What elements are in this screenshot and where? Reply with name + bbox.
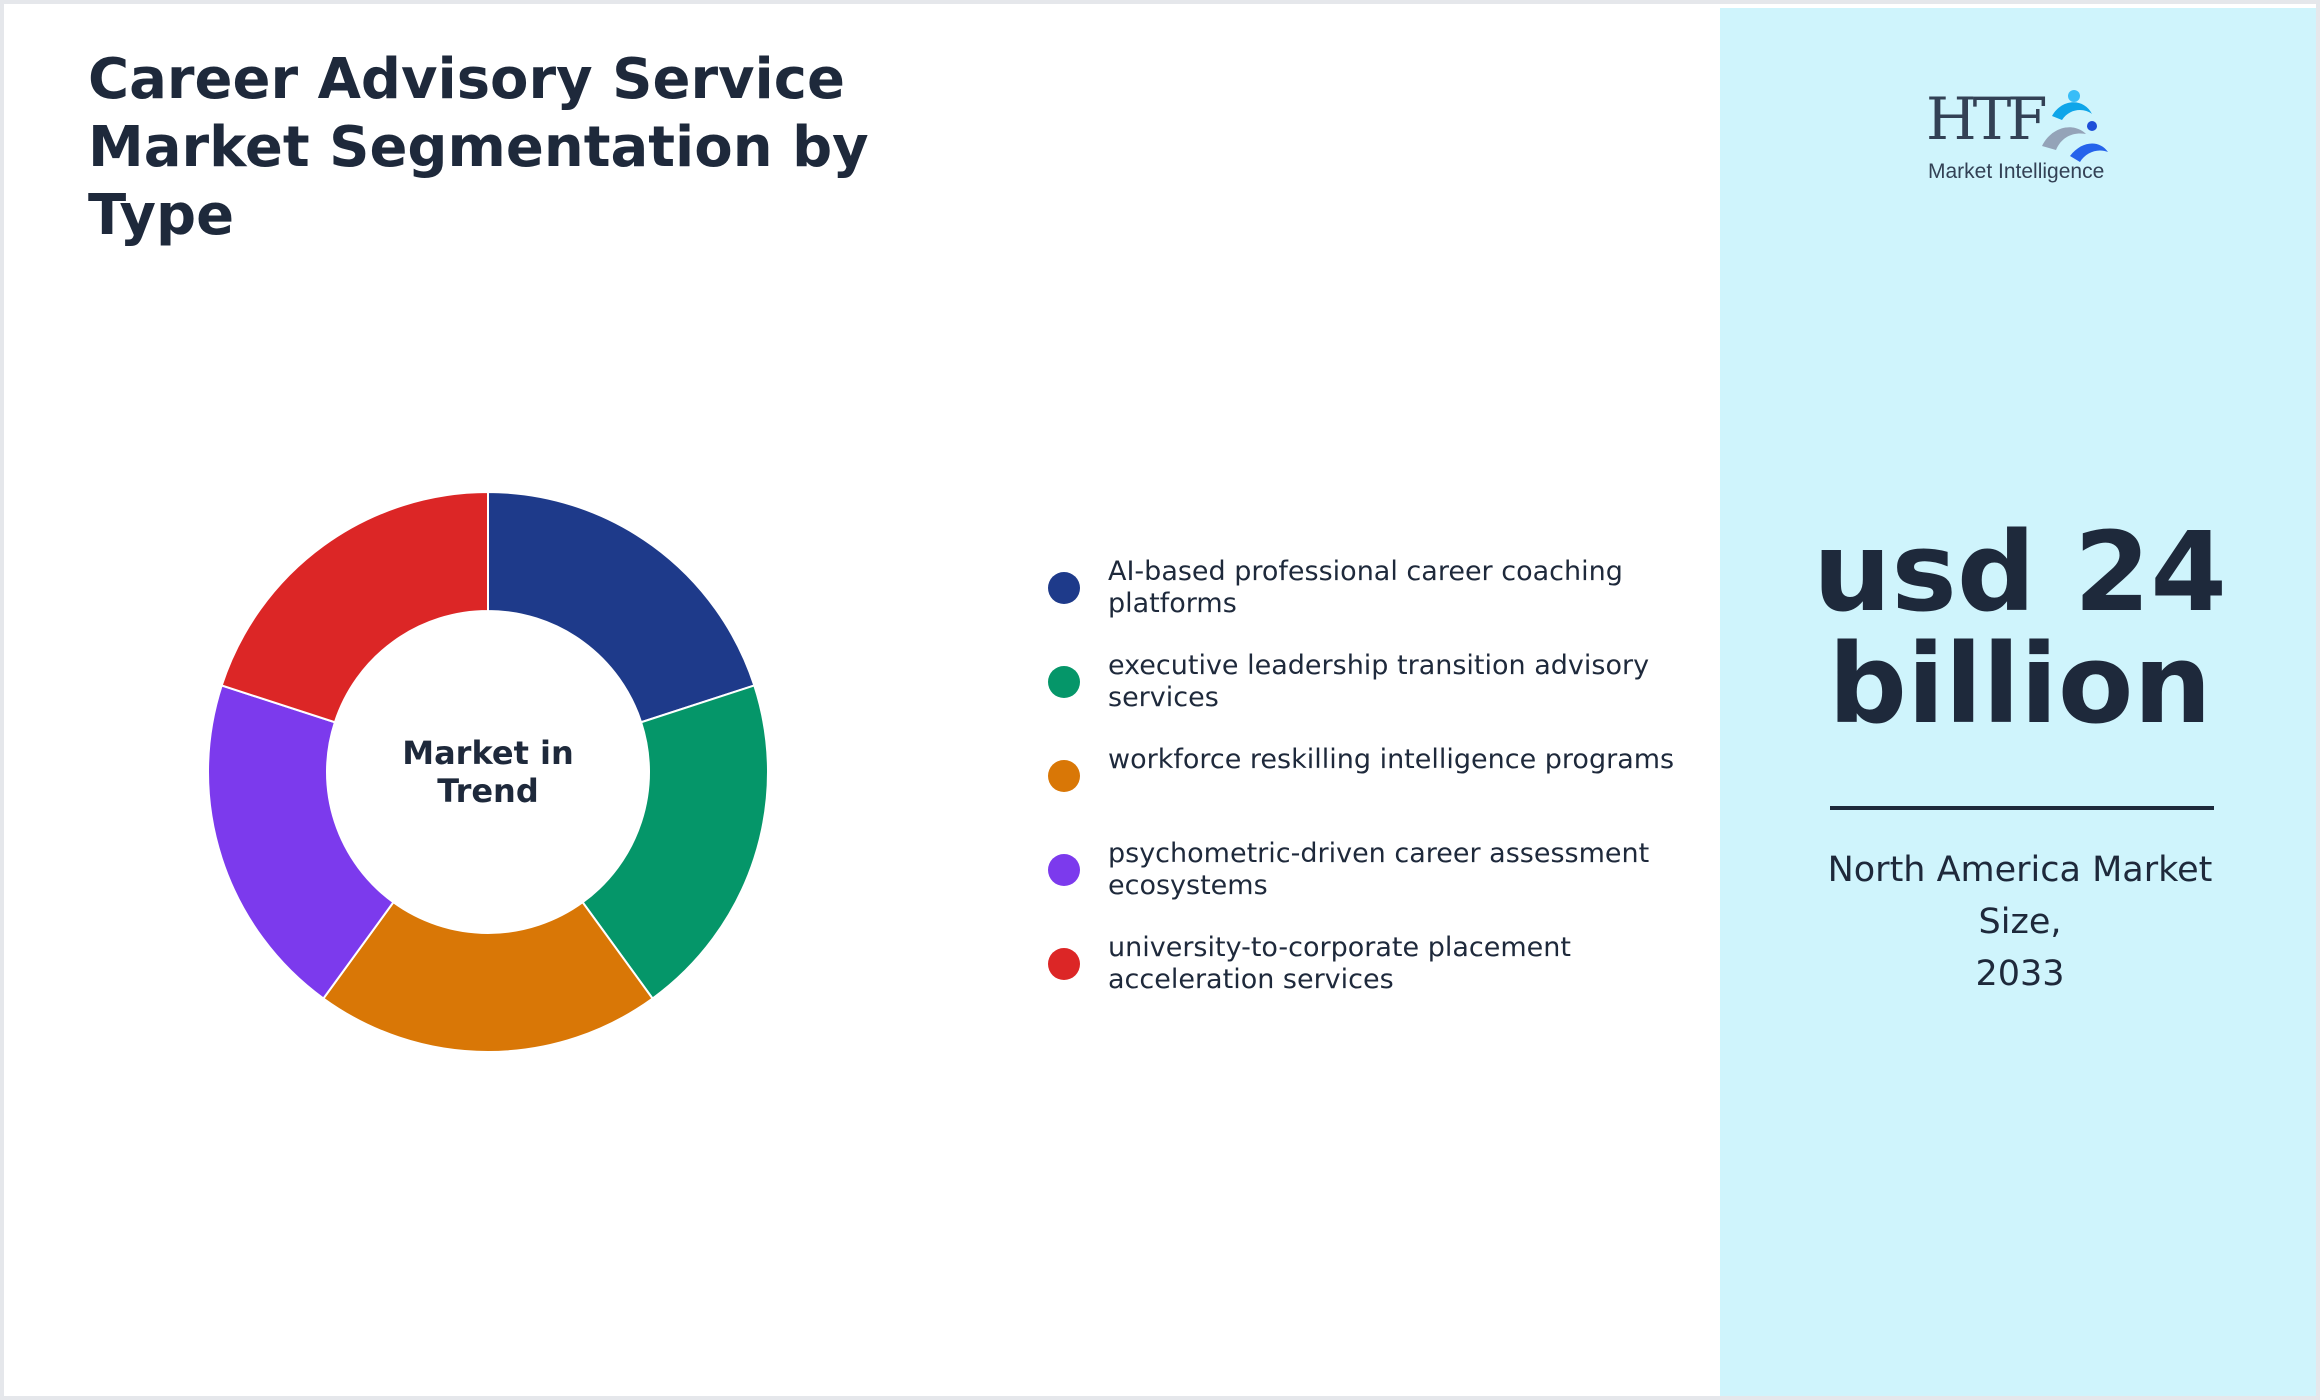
legend-swatch bbox=[1048, 948, 1080, 980]
caption-line2: Size, bbox=[1978, 902, 2062, 942]
legend-label: workforce reskilling intelligence progra… bbox=[1108, 744, 1675, 775]
market-size-caption: North America Market Size, 2033 bbox=[1720, 844, 2316, 1000]
market-size-value-line2: billion bbox=[1828, 620, 2212, 748]
donut-slices bbox=[207, 490, 769, 1054]
caption-line3: 2033 bbox=[1975, 954, 2065, 994]
caption-line1: North America Market bbox=[1827, 850, 2213, 890]
chart-legend: AI-based professional career coaching pl… bbox=[1048, 556, 1688, 1026]
legend-swatch bbox=[1048, 572, 1080, 604]
legend-item: psychometric-driven career assessment ec… bbox=[1048, 838, 1688, 932]
legend-label: AI-based professional career coaching pl… bbox=[1108, 556, 1623, 619]
market-size-value: usd 24 billion bbox=[1720, 508, 2316, 748]
htf-logo: HTF Market Intelligence bbox=[1926, 84, 2116, 194]
legend-item: AI-based professional career coaching pl… bbox=[1048, 556, 1688, 650]
market-size-panel: HTF Market Intelligence usd 24 billion N… bbox=[1720, 8, 2316, 1396]
donut-slice bbox=[220, 490, 489, 724]
donut-center-label-line1: Market in bbox=[402, 734, 574, 772]
chart-panel: Career Advisory Service Market Segmentat… bbox=[8, 8, 1720, 1396]
legend-label: executive leadership transition advisory… bbox=[1108, 650, 1650, 713]
legend-label: university-to-corporate placement accele… bbox=[1108, 932, 1571, 995]
divider bbox=[1830, 806, 2214, 810]
legend-item: executive leadership transition advisory… bbox=[1048, 650, 1688, 744]
donut-slice bbox=[581, 684, 769, 1000]
legend-swatch bbox=[1048, 854, 1080, 886]
legend-item: university-to-corporate placement accele… bbox=[1048, 932, 1688, 1026]
donut-slice bbox=[487, 490, 756, 724]
legend-label: psychometric-driven career assessment ec… bbox=[1108, 838, 1650, 901]
logo-wordmark: HTF bbox=[1926, 85, 2047, 153]
legend-swatch bbox=[1048, 666, 1080, 698]
logo-subtitle: Market Intelligence bbox=[1928, 160, 2105, 183]
donut-slice bbox=[322, 900, 654, 1054]
market-size-value-line1: usd 24 bbox=[1813, 508, 2227, 636]
donut-slice bbox=[207, 684, 395, 1000]
legend-item: workforce reskilling intelligence progra… bbox=[1048, 744, 1688, 838]
donut-chart: Market in Trend bbox=[207, 490, 769, 1054]
htf-logo-icon bbox=[2042, 90, 2108, 162]
page-title: Career Advisory Service Market Segmentat… bbox=[88, 47, 869, 248]
legend-swatch bbox=[1048, 760, 1080, 792]
donut-center-label-line2: Trend bbox=[437, 772, 538, 810]
